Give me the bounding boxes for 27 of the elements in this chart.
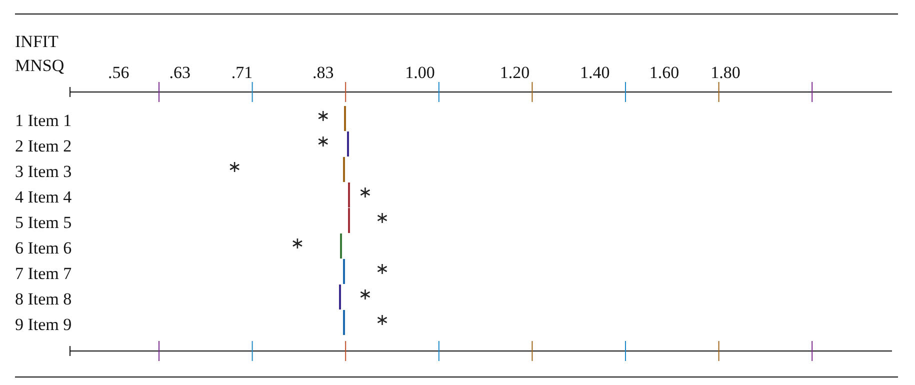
x-tick-label: 1.60 (649, 63, 680, 82)
x-tick-label: .63 (169, 63, 190, 82)
x-tick-label: .71 (231, 63, 253, 82)
x-tick-label: .56 (108, 63, 130, 82)
y-tick-label: 8 Item 8 (15, 290, 72, 308)
point (360, 288, 370, 300)
point (377, 314, 388, 326)
y-tick-label: 9 Item 9 (15, 315, 72, 334)
y-tick-label: 2 Item 2 (15, 136, 72, 156)
x-tick-label: .83 (312, 63, 334, 82)
x-tick-label: 1.80 (710, 63, 740, 82)
y-tick-label: 6 Item 6 (15, 238, 72, 258)
y-tick-label: 3 Item 3 (15, 162, 72, 181)
point (318, 110, 328, 122)
point (360, 186, 370, 198)
x-tick-label: 1.00 (405, 63, 435, 82)
x-tick-label: 1.40 (580, 63, 610, 82)
y-tick-label: 5 Item 5 (15, 213, 72, 232)
y-tick-label: 1 Item 1 (15, 111, 72, 130)
x-axis-title: INFIT MNSQ (15, 32, 64, 75)
y-tick-label: 7 Item 7 (15, 264, 72, 283)
point (292, 238, 303, 250)
point (318, 136, 328, 148)
y-tick-label: 4 Item 4 (15, 188, 72, 206)
x-tick-label: 1.20 (500, 63, 530, 82)
point (377, 212, 388, 224)
point (377, 263, 388, 275)
